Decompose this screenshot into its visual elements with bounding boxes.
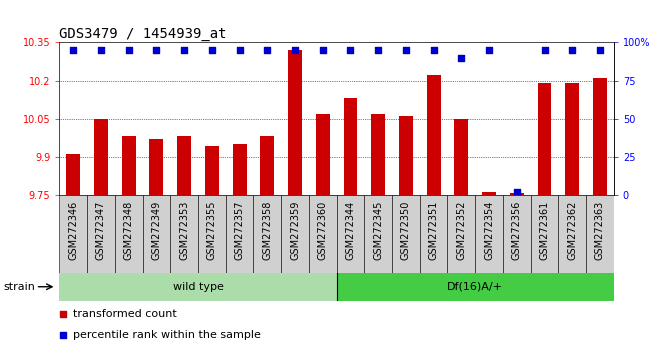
Point	[539, 47, 550, 53]
Point	[317, 47, 328, 53]
Point	[251, 49, 261, 55]
Point	[567, 47, 578, 53]
Text: GSM272362: GSM272362	[567, 201, 578, 260]
Bar	[372, 114, 385, 195]
Text: GSM272344: GSM272344	[345, 201, 356, 260]
Bar	[59, 195, 87, 273]
Bar	[233, 144, 247, 195]
Bar	[87, 195, 115, 273]
Bar	[198, 195, 226, 273]
Bar	[427, 75, 441, 195]
Text: GSM272353: GSM272353	[179, 201, 189, 260]
Bar	[455, 119, 469, 195]
Bar	[170, 195, 198, 273]
Point	[207, 47, 217, 53]
Text: GSM272352: GSM272352	[456, 201, 467, 261]
Text: GSM272356: GSM272356	[512, 201, 522, 260]
Text: Df(16)A/+: Df(16)A/+	[447, 282, 503, 292]
Bar	[392, 195, 420, 273]
Text: GSM272346: GSM272346	[68, 201, 79, 260]
Bar	[94, 119, 108, 195]
Text: GSM272357: GSM272357	[234, 201, 245, 261]
Text: GSM272347: GSM272347	[96, 201, 106, 260]
Point	[345, 47, 356, 53]
Point	[290, 47, 300, 53]
Bar	[344, 98, 358, 195]
Text: GSM272358: GSM272358	[262, 201, 273, 260]
Bar	[309, 195, 337, 273]
Point	[96, 47, 106, 53]
Point	[373, 47, 383, 53]
Point	[428, 47, 439, 53]
Bar	[586, 195, 614, 273]
Bar	[337, 273, 614, 301]
Bar	[281, 195, 309, 273]
Bar	[205, 147, 219, 195]
Bar	[475, 195, 503, 273]
Bar	[59, 273, 337, 301]
Point	[234, 47, 245, 53]
Bar	[510, 193, 524, 195]
Text: GSM272348: GSM272348	[123, 201, 134, 260]
Point	[456, 55, 467, 61]
Point	[251, 242, 261, 248]
Bar	[149, 139, 164, 195]
Text: GSM272349: GSM272349	[151, 201, 162, 260]
Bar	[115, 195, 143, 273]
Bar	[558, 195, 586, 273]
Text: GSM272361: GSM272361	[539, 201, 550, 260]
Bar	[226, 195, 253, 273]
Bar	[447, 195, 475, 273]
Point	[512, 189, 522, 194]
Text: GSM272351: GSM272351	[428, 201, 439, 260]
Text: wild type: wild type	[172, 282, 224, 292]
Point	[68, 47, 79, 53]
Bar	[337, 195, 364, 273]
Point	[595, 47, 605, 53]
Bar	[316, 114, 330, 195]
Point	[401, 47, 411, 53]
Text: GSM272354: GSM272354	[484, 201, 494, 260]
Bar	[288, 50, 302, 195]
Bar	[261, 136, 275, 195]
Bar	[420, 195, 447, 273]
Text: GSM272345: GSM272345	[373, 201, 383, 260]
Bar	[538, 83, 552, 195]
Text: transformed count: transformed count	[73, 309, 176, 319]
Point	[123, 47, 134, 53]
Point	[262, 47, 273, 53]
Bar	[143, 195, 170, 273]
Text: GSM272359: GSM272359	[290, 201, 300, 260]
Bar	[593, 78, 607, 195]
Bar	[364, 195, 392, 273]
Bar	[531, 195, 558, 273]
Text: GSM272350: GSM272350	[401, 201, 411, 260]
Bar	[122, 136, 136, 195]
Bar	[482, 192, 496, 195]
Text: GSM272355: GSM272355	[207, 201, 217, 261]
Point	[151, 47, 162, 53]
Bar	[253, 195, 281, 273]
Text: GSM272363: GSM272363	[595, 201, 605, 260]
Bar	[566, 83, 579, 195]
Text: strain: strain	[3, 282, 35, 292]
Point	[484, 47, 494, 53]
Text: GSM272360: GSM272360	[317, 201, 328, 260]
Bar	[399, 116, 413, 195]
Point	[179, 47, 189, 53]
Bar	[503, 195, 531, 273]
Bar	[66, 154, 81, 195]
Bar	[178, 136, 191, 195]
Text: percentile rank within the sample: percentile rank within the sample	[73, 330, 261, 340]
Text: GDS3479 / 1454939_at: GDS3479 / 1454939_at	[59, 28, 227, 41]
